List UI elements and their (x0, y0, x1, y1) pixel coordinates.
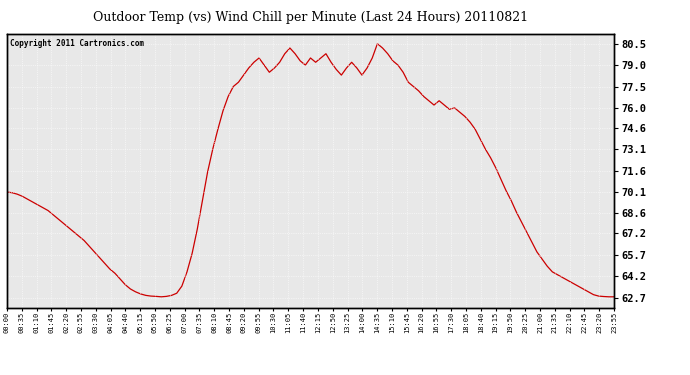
Text: Copyright 2011 Cartronics.com: Copyright 2011 Cartronics.com (10, 39, 144, 48)
Text: Outdoor Temp (vs) Wind Chill per Minute (Last 24 Hours) 20110821: Outdoor Temp (vs) Wind Chill per Minute … (93, 11, 528, 24)
